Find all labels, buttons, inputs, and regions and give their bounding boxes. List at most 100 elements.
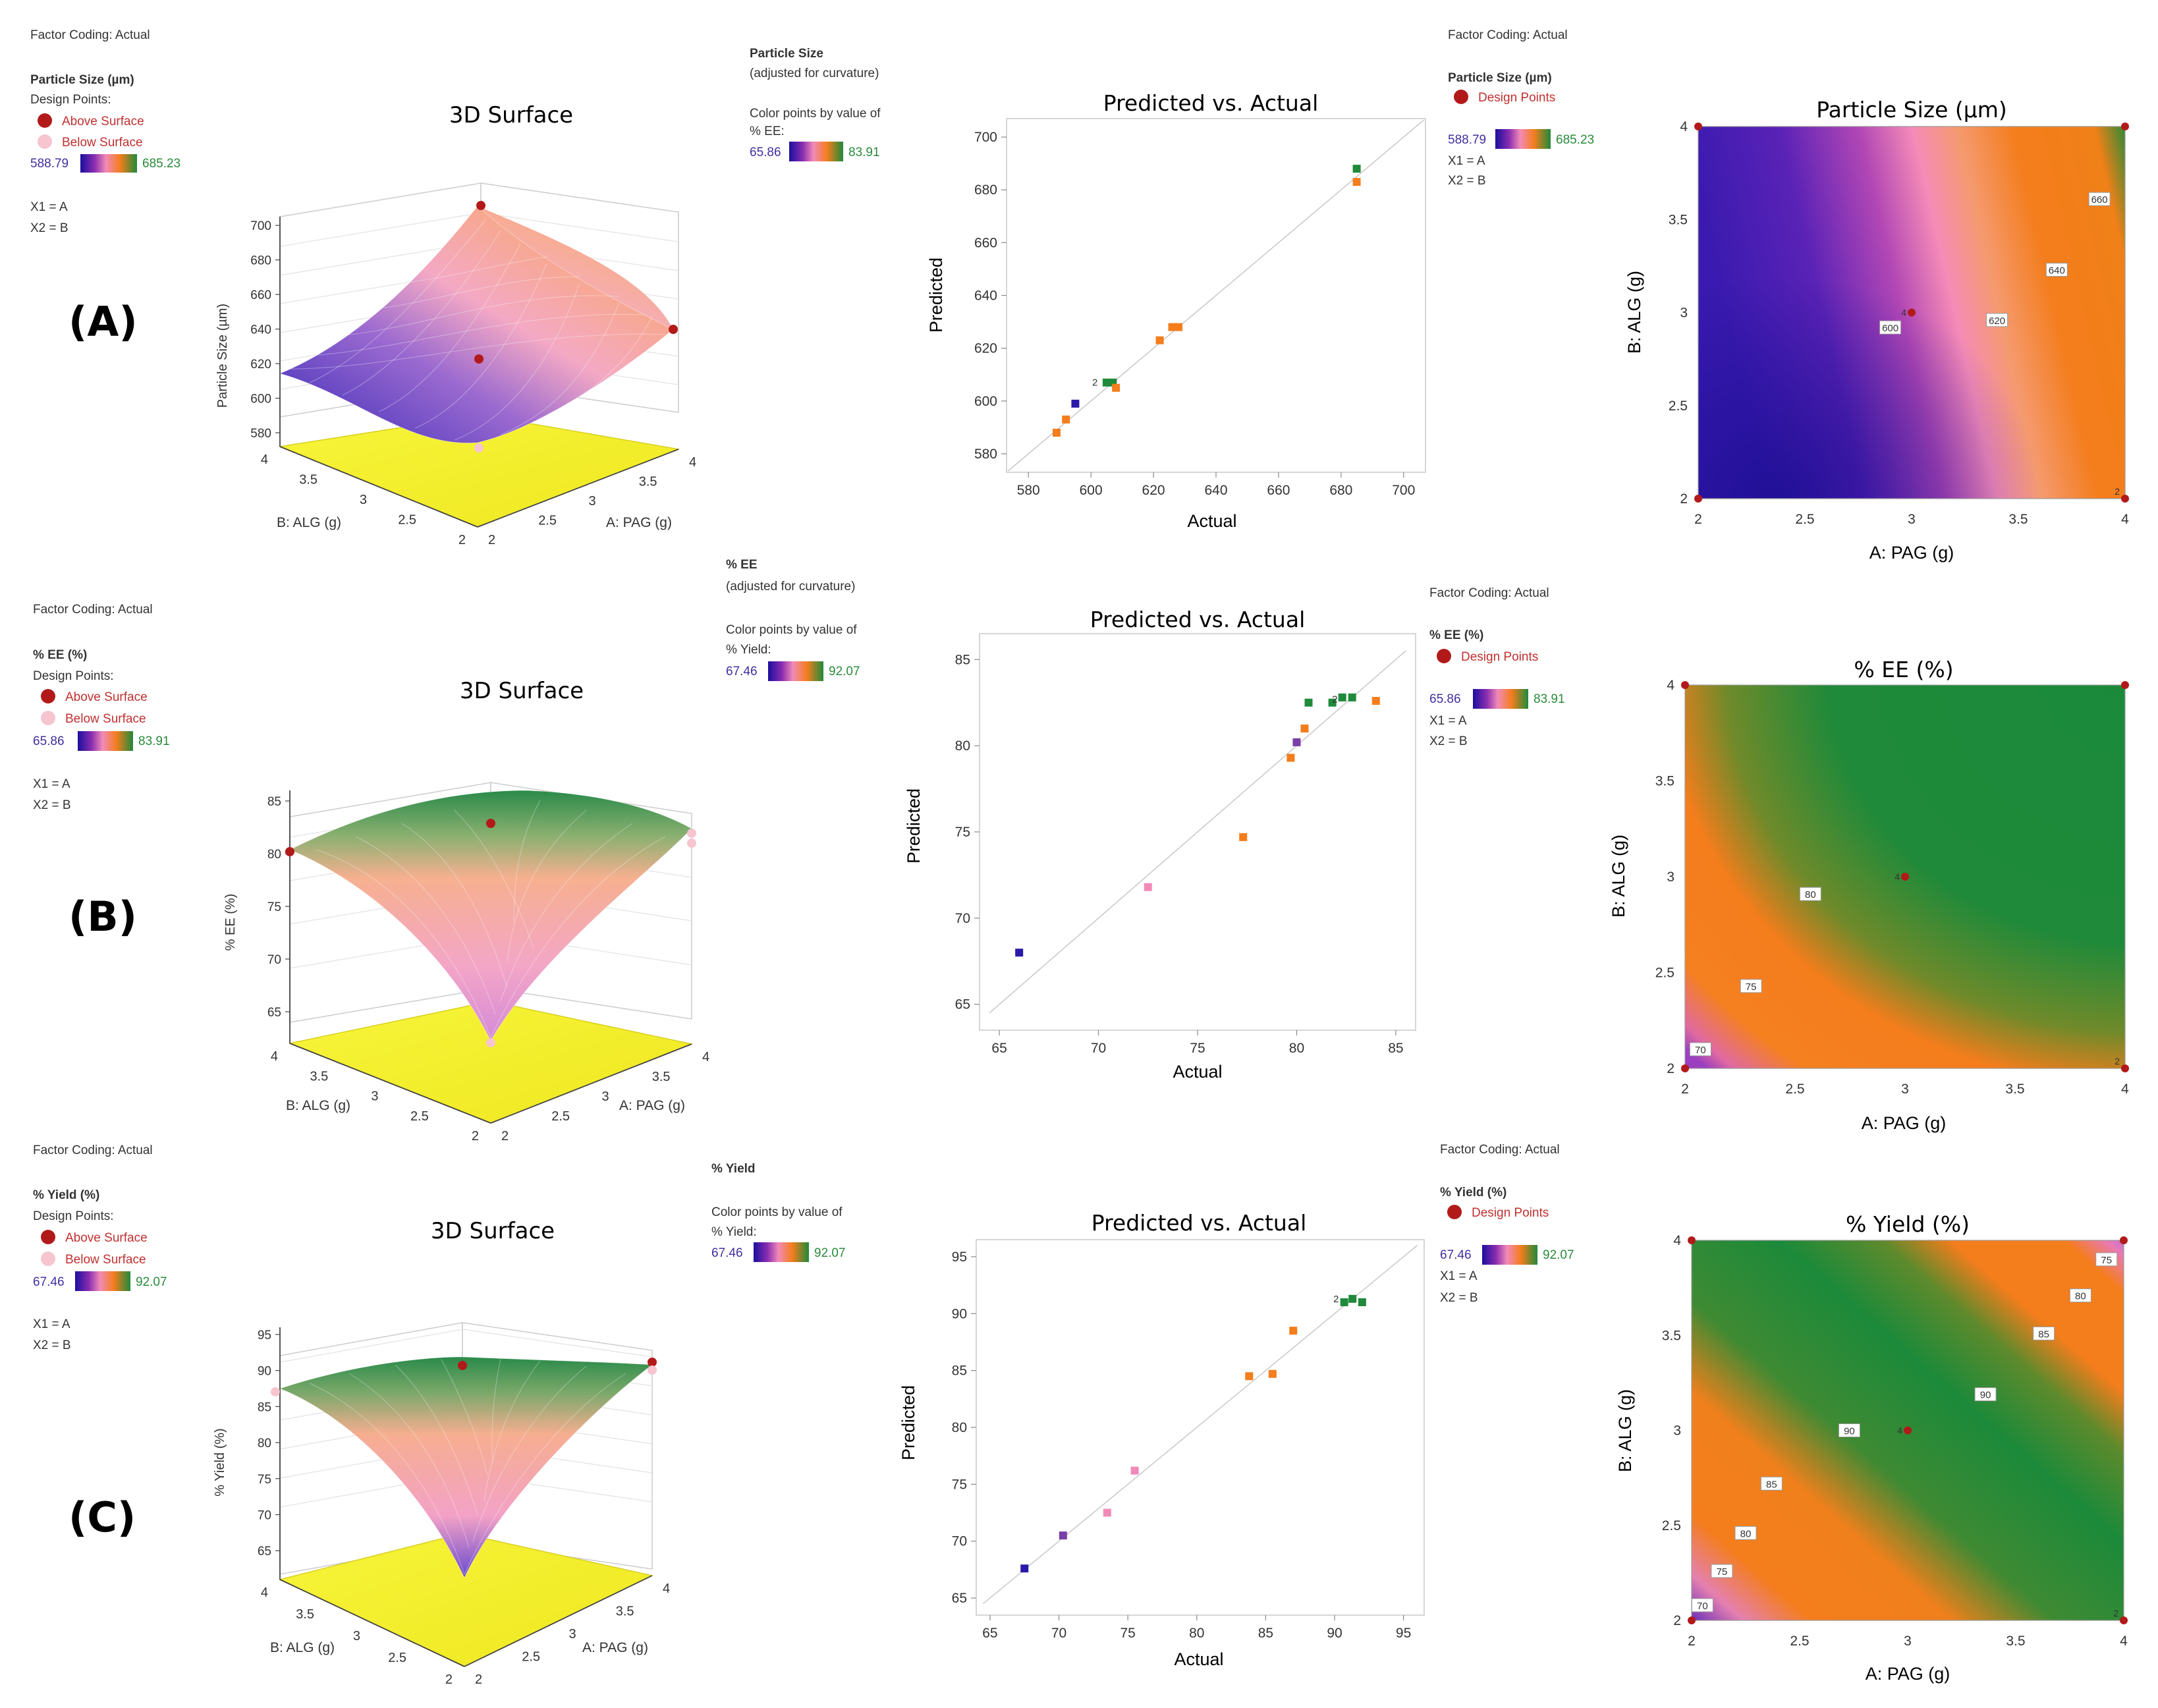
design-point (1908, 308, 1916, 317)
y-tick-label: 65 (955, 997, 970, 1012)
x1-label: X1 = A (33, 777, 70, 791)
x-tick-label: 70 (1051, 1626, 1066, 1641)
contour-level-box (1986, 313, 2008, 327)
a-axis-label: A: PAG (g) (606, 515, 672, 530)
row-a: Factor Coding: Actual Particle Size (µm)… (30, 28, 2129, 563)
y-tick-label: 85 (955, 652, 970, 667)
b-tick-label: 4 (271, 1049, 278, 1064)
response-surface (289, 790, 692, 1041)
x-tick-label: 2.5 (1785, 1082, 1804, 1097)
below-surface-label: Below Surface (65, 1253, 146, 1267)
range-low-label: 588.79 (30, 157, 69, 171)
range-high-label: 685.23 (1556, 133, 1594, 147)
b-tick-label: 2.5 (410, 1109, 429, 1124)
data-point (1102, 378, 1111, 387)
y-tick-label: 85 (952, 1364, 967, 1379)
data-point (1130, 1466, 1139, 1475)
contour-level-box (2095, 1252, 2118, 1267)
contour-level-label: 600 (1882, 323, 1898, 334)
contour-level-box (1691, 1598, 1713, 1612)
contour-title: % Yield (%) (1846, 1211, 1970, 1237)
x-tick-label: 95 (1396, 1626, 1411, 1641)
b-tick-label: 4 (261, 453, 268, 467)
pva-range-low: 65.86 (750, 146, 781, 159)
pva-ylabel: Predicted (926, 258, 946, 333)
surface-title: 3D Surface (449, 102, 573, 128)
center-count-label: 4 (1901, 308, 1906, 318)
floor-ticks: 4 3.5 3 2.5 2 2 2.5 3 3.5 4 (261, 453, 696, 547)
x2-label: X2 = B (30, 221, 69, 235)
data-point (1300, 724, 1309, 732)
design-points-legend: Design Points (1478, 91, 1555, 105)
design-points-label: Design Points: (33, 1209, 114, 1223)
x-tick-label: 3.5 (2006, 1634, 2025, 1649)
pva-colorbar (768, 661, 823, 681)
factor-coding-label: Factor Coding: Actual (33, 1143, 153, 1157)
z-tick-label: 75 (258, 1473, 271, 1487)
contour-xlabel: A: PAG (g) (1862, 1113, 1947, 1133)
above-surface-label: Above Surface (62, 115, 144, 128)
x-tick-label: 3 (1901, 1082, 1909, 1097)
a-tick-label: 4 (702, 1050, 709, 1064)
y-tick-label: 580 (974, 447, 997, 462)
pva-range-high: 92.07 (829, 665, 860, 678)
design-points-marker-icon (1454, 90, 1468, 104)
legend-a: Factor Coding: Actual Particle Size (µm)… (30, 28, 180, 235)
x-tick-label: 2 (1694, 512, 1702, 527)
pva-adjusted: (adjusted for curvature) (750, 67, 879, 80)
design-point (1688, 1616, 1696, 1624)
design-point (285, 847, 294, 856)
y-tick-label: 3 (1680, 306, 1688, 321)
design-point (474, 354, 484, 364)
x-tick-label: 3 (1908, 512, 1916, 527)
data-point (1340, 1298, 1348, 1306)
design-point (486, 819, 495, 828)
b-tick-label: 3.5 (296, 1607, 314, 1622)
contour-level-box (1838, 1423, 1860, 1437)
design-point (1694, 123, 1702, 130)
contour-title: % EE (%) (1854, 657, 1953, 682)
y-tick-label: 2.5 (1655, 966, 1674, 981)
pva-plot-b: Predicted vs. Actual Actual Predicted 65… (904, 607, 1416, 1082)
z-tick-label: 660 (250, 289, 271, 302)
pva-adjusted: (adjusted for curvature) (726, 580, 855, 593)
row-b: Factor Coding: Actual % EE (%) Design Po… (33, 558, 2129, 1143)
below-surface-label: Below Surface (62, 136, 143, 150)
x-tick-label: 75 (1190, 1041, 1205, 1056)
contour-level-box (2033, 1326, 2055, 1340)
design-point (474, 443, 484, 453)
y-tick-label: 3 (1667, 869, 1674, 885)
design-point (458, 1361, 467, 1370)
x1-label: X1 = A (1448, 154, 1485, 168)
response-label: Particle Size (µm) (1448, 71, 1552, 85)
y-tick-label: 640 (974, 289, 997, 304)
y-tick-label: 3.5 (1669, 212, 1688, 227)
below-surface-marker-icon (41, 711, 55, 725)
floor-ticks: 4 3.5 3 2.5 2 2 2.5 3 3.5 4 (261, 1582, 670, 1687)
contour-level-box (2045, 263, 2068, 277)
identity-line (989, 650, 1406, 1014)
contour-level-label: 75 (1746, 981, 1757, 993)
data-point (1286, 754, 1295, 762)
below-surface-label: Below Surface (65, 712, 146, 726)
pva-range-high: 83.91 (848, 146, 880, 159)
contour-level-box (2088, 192, 2111, 206)
y-tick-label: 3 (1673, 1423, 1681, 1439)
data-point (1144, 883, 1152, 891)
b-axis-label: B: ALG (g) (270, 1640, 335, 1655)
response-surface (279, 1356, 653, 1578)
x-tick-label: 600 (1080, 483, 1103, 498)
y-tick-label: 95 (952, 1250, 967, 1265)
design-points-legend: Design Points (1461, 650, 1538, 664)
y-tick-label: 90 (952, 1306, 967, 1321)
x-tick-label: 3 (1904, 1634, 1912, 1649)
colorbar (1495, 129, 1551, 149)
below-surface-marker-icon (38, 134, 52, 149)
y-tick-label: 80 (952, 1420, 967, 1435)
contour-level-label: 90 (1980, 1390, 1991, 1401)
z-ticks: 65 70 75 80 85 (267, 795, 290, 1020)
above-surface-label: Above Surface (65, 1231, 148, 1245)
x1-label: X1 = A (1440, 1269, 1478, 1283)
x1-label: X1 = A (33, 1317, 70, 1331)
a-tick-label: 2.5 (538, 514, 557, 528)
